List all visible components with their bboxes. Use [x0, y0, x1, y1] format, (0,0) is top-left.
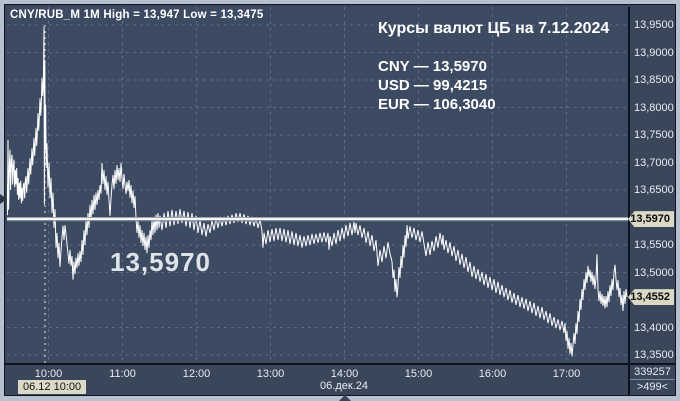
price-line-badge: 13,5970 [628, 211, 674, 228]
x-tick-label: 12:00 [182, 368, 211, 380]
y-tick-label: 13,6500 [634, 184, 674, 196]
rate-line-eur: EUR — 106,3040 [378, 96, 496, 113]
x-axis-separator [5, 363, 675, 365]
x-tick-label: 11:00 [109, 368, 136, 380]
y-tick-label: 13,9500 [634, 19, 674, 31]
x-axis[interactable]: 10:00 11:00 12:00 13:00 14:00 15:00 16:00 17:00 [5, 365, 628, 395]
counter-value: >499< [636, 381, 669, 393]
cb-rates-title: Курсы валют ЦБ на 7.12.2024 [378, 20, 610, 37]
rate-line-usd: USD — 99,4215 [378, 77, 488, 94]
y-tick-label: 13,7500 [634, 129, 674, 141]
session-start-badge: 06.12 10:00 [18, 380, 87, 394]
x-tick-label: 15:00 [404, 368, 433, 380]
rate-line-cny: CNY — 13,5970 [378, 58, 487, 75]
instrument-info: CNY/RUB_M 1M High = 13,947 Low = 13,3475 [10, 9, 264, 21]
y-tick-label: 13,5500 [634, 239, 674, 251]
date-label: 06.дек.24 [320, 380, 368, 392]
y-tick-label: 13,4000 [634, 321, 674, 334]
x-tick-label: 10:00 [34, 368, 63, 380]
corner-info: 339257 >499< [630, 365, 675, 395]
y-tick-label: 13,7000 [634, 156, 674, 169]
y-tick-label: 13,8500 [634, 74, 674, 86]
left-edge-marker-icon [0, 194, 7, 204]
x-tick-label: 14:00 [330, 368, 359, 380]
y-axis-separator [628, 7, 630, 395]
x-tick-label: 16:00 [478, 368, 507, 380]
cb-rates-overlay: Курсы валют ЦБ на 7.12.2024 CNY — 13,597… [378, 20, 609, 114]
y-axis[interactable]: 13,9500 13,9000 13,8500 13,8000 13,7500 13,70… [630, 7, 675, 363]
price-watermark: 13,5970 [110, 247, 211, 277]
last-price-badge: 13,4552 [628, 289, 674, 306]
volume-value: 339257 [630, 365, 675, 380]
y-tick-label: 13,3500 [634, 349, 674, 361]
y-tick-label: 13,9000 [634, 46, 674, 59]
x-tick-label: 17:00 [552, 368, 581, 380]
price-series [7, 26, 628, 357]
price-chart-canvas[interactable] [7, 7, 628, 363]
y-tick-label: 13,8000 [634, 101, 674, 114]
chart-plot[interactable] [7, 7, 628, 363]
scroll-position-marker-icon[interactable] [339, 395, 351, 401]
y-tick-label: 13,5000 [634, 266, 674, 279]
x-tick-label: 13:00 [256, 368, 285, 380]
